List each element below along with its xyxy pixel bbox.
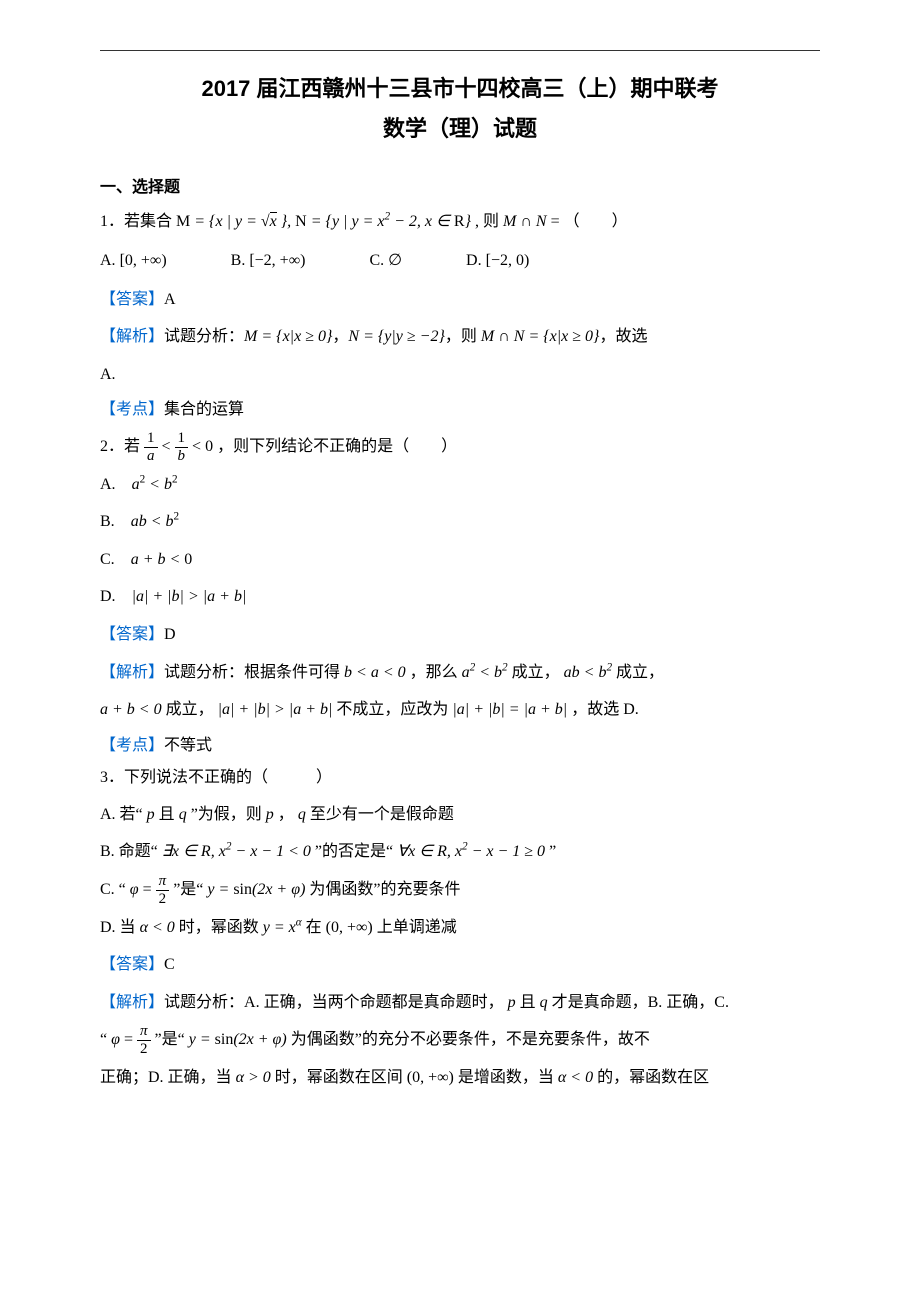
q3-analysis-2: “ φ = π2 ”是“ y = sin(2x + φ) 为偶函数”的充分不必要… xyxy=(100,1023,820,1057)
q2-analysis-2: a + b < 0 成立， |a| + |b| > |a + b| 不成立，应改… xyxy=(100,693,820,727)
answer-label: 【答案】 xyxy=(100,626,164,643)
q1-answer-value: A xyxy=(164,291,176,308)
topic-label: 【考点】 xyxy=(100,737,164,754)
q2-stem: 2．若 1a < 1b < 0 ，则下列结论不正确的是（ ） xyxy=(100,430,820,464)
exam-title-line2: 数学（理）试题 xyxy=(100,111,820,143)
q3-analysis-3: 正确；D. 正确，当 α > 0 时，幂函数在区间 (0, +∞) 是增函数，当… xyxy=(100,1061,820,1095)
q3-analysis-1: 【解析】试题分析：A. 正确，当两个命题都是真命题时， p 且 q 才是真命题，… xyxy=(100,986,820,1020)
analysis-prefix: 试题分析： xyxy=(164,328,244,345)
q1-opt-a: A. [0, +∞) xyxy=(100,245,167,277)
q1-options: A. [0, +∞) B. [−2, +∞) C. ∅ D. [−2, 0) xyxy=(100,245,820,277)
q1-opt-d: D. [−2, 0) xyxy=(466,245,529,277)
q2-topic: 【考点】不等式 xyxy=(100,731,820,761)
analysis-label: 【解析】 xyxy=(100,994,164,1011)
top-rule xyxy=(100,50,820,51)
q1-topic: 【考点】集合的运算 xyxy=(100,395,820,425)
q1-stem: 1．若集合 M = {x | y = √x }, N = {y | y = x2… xyxy=(100,205,820,239)
q1-analysis-math: M = {x|x ≥ 0} xyxy=(244,328,332,345)
q3-opt-d: D. 当 α < 0 时，幂函数 y = xα 在 (0, +∞) 上单调递减 xyxy=(100,911,820,945)
analysis-label: 【解析】 xyxy=(100,664,164,681)
exam-page: 2017 届江西赣州十三县市十四校高三（上）期中联考 数学（理）试题 一、选择题… xyxy=(0,0,920,1302)
q3-frac-pi2: π2 xyxy=(156,874,170,907)
q3-answer: 【答案】C xyxy=(100,948,820,982)
section-heading: 一、选择题 xyxy=(100,173,820,197)
q3-frac-pi2-b: π2 xyxy=(137,1024,151,1057)
q2-answer: 【答案】D xyxy=(100,618,820,652)
q3-answer-value: C xyxy=(164,956,175,973)
q2-frac-1b: 1b xyxy=(175,431,189,464)
q3-stem: 3．下列说法不正确的（ ） xyxy=(100,763,820,793)
q2-opt-a: A. a2 < b2 xyxy=(100,468,820,502)
q2-frac-1a: 1a xyxy=(144,431,158,464)
q1-stem-post: , 则 M ∩ N = （ ） xyxy=(471,213,628,230)
q2-opt-c: C. a + b < 0 xyxy=(100,543,820,577)
answer-label: 【答案】 xyxy=(100,291,164,308)
exam-title-line1: 2017 届江西赣州十三县市十四校高三（上）期中联考 xyxy=(100,71,820,103)
q1-stem-math: M = {x | y = √x }, N = {y | y = x2 − 2, … xyxy=(176,213,471,230)
analysis-prefix: 试题分析： xyxy=(164,664,244,681)
q3-opt-a: A. 若“ p 且 q ”为假，则 p ， q 至少有一个是假命题 xyxy=(100,798,820,832)
q2-topic-value: 不等式 xyxy=(164,737,212,754)
q3-opt-b: B. 命题“ ∃x ∈ R, x2 − x − 1 < 0 ”的否定是“ ∀x … xyxy=(100,835,820,869)
analysis-label: 【解析】 xyxy=(100,328,164,345)
q2-stem-pre: 2．若 xyxy=(100,438,144,455)
q2-opt-d: D. |a| + |b| > |a + b| xyxy=(100,580,820,614)
q1-answer: 【答案】A xyxy=(100,283,820,317)
q1-stem-pre: 1．若集合 xyxy=(100,213,176,230)
answer-label: 【答案】 xyxy=(100,956,164,973)
q2-analysis-1: 【解析】试题分析：根据条件可得 b < a < 0 ，那么 a2 < b2 成立… xyxy=(100,656,820,690)
analysis-prefix: 试题分析： xyxy=(164,994,244,1011)
q1-opt-c: C. ∅ xyxy=(369,245,402,277)
q1-topic-value: 集合的运算 xyxy=(164,401,244,418)
q2-stem-tail: < 0 ，则下列结论不正确的是（ ） xyxy=(188,438,457,455)
topic-label: 【考点】 xyxy=(100,401,164,418)
q1-opt-b: B. [−2, +∞) xyxy=(231,245,306,277)
q1-analysis-tail: A. xyxy=(100,358,820,392)
q2-answer-value: D xyxy=(164,626,176,643)
q3-opt-c: C. “ φ = π2 ”是“ y = sin(2x + φ) 为偶函数”的充要… xyxy=(100,873,820,907)
q1-analysis: 【解析】试题分析：M = {x|x ≥ 0}，N = {y|y ≥ −2}，则 … xyxy=(100,320,820,354)
q2-opt-b: B. ab < b2 xyxy=(100,505,820,539)
